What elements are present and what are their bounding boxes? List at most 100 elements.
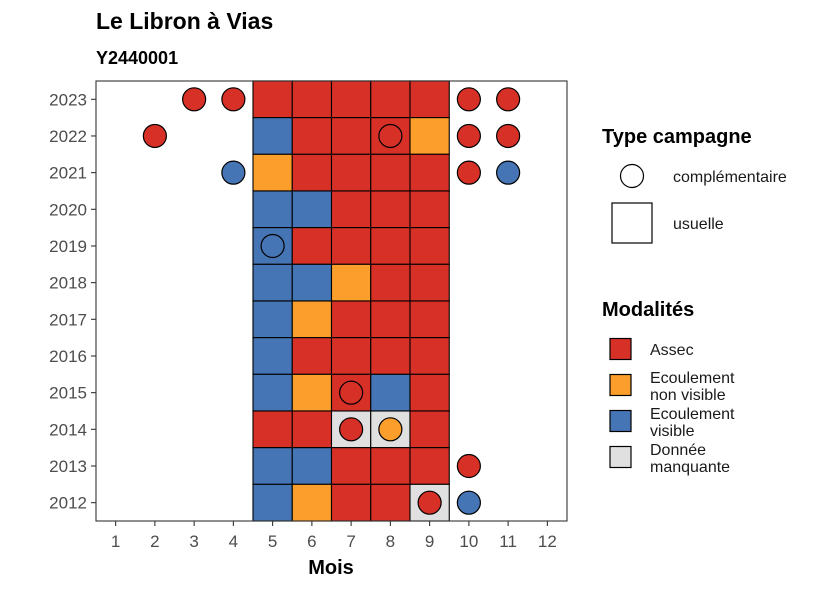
y-tick-label: 2017 [49, 310, 87, 329]
tile-2023-9 [409, 80, 450, 119]
tile-2023-8 [370, 80, 411, 119]
x-tick-label: 6 [307, 532, 316, 551]
tile-2018-7 [330, 263, 372, 302]
tile-2018-9 [409, 263, 450, 302]
point-2022-2 [142, 123, 167, 149]
y-tick-label: 2018 [49, 274, 87, 293]
legend-key-label: Ecoulement [650, 370, 735, 387]
x-axis: 1 2 3 4 5 6 7 8 9 10 11 12 [111, 521, 557, 551]
tile-2016-8 [370, 337, 411, 375]
tile-2013-5 [252, 447, 293, 485]
x-tick-label: 9 [425, 532, 434, 551]
tile-2012-8 [370, 483, 411, 522]
tile-2021-9 [409, 153, 450, 192]
y-tick-label: 2012 [49, 494, 87, 513]
tile-2013-6 [291, 447, 333, 485]
legend-key-swatch [609, 373, 632, 397]
tile-2020-7 [330, 190, 372, 229]
point-2021-10 [456, 160, 481, 185]
point-2023-10 [456, 87, 481, 112]
legend-type-campagne: Type campagne complémentaire usuelle [602, 126, 787, 244]
x-tick-label: 10 [459, 532, 478, 551]
y-tick-label: 2021 [49, 164, 87, 183]
tile-2015-8 [370, 373, 411, 412]
tile-2015-9 [409, 373, 450, 412]
tile-2019-8 [370, 227, 411, 265]
tile-2017-9 [409, 300, 450, 339]
tile-2017-5 [252, 300, 293, 339]
legend-key-swatch [609, 337, 632, 361]
tile-2022-5 [252, 117, 293, 155]
x-tick-label: 7 [346, 532, 355, 551]
tile-2020-8 [370, 190, 411, 229]
tile-2015-6 [291, 373, 333, 412]
y-tick-label: 2023 [49, 90, 87, 109]
tile-2015-5 [252, 373, 293, 412]
chart-title: Le Libron à Vias [96, 8, 273, 34]
x-tick-label: 11 [499, 532, 517, 551]
tile-2021-5 [252, 153, 293, 192]
tile-2020-5 [252, 190, 293, 229]
tile-2021-6 [291, 153, 333, 192]
tile-2017-8 [370, 300, 411, 339]
point-2021-11 [496, 160, 521, 185]
tile-2014-9 [409, 410, 450, 449]
y-tick-label: 2014 [49, 420, 87, 439]
tile-2014-6 [291, 410, 333, 449]
tile-2019-6 [291, 227, 333, 265]
tile-2017-6 [291, 300, 333, 339]
legend-square-symbol [611, 202, 653, 244]
tile-2013-8 [370, 447, 411, 485]
point-2019-5 [260, 233, 285, 259]
tile-2018-8 [370, 263, 411, 302]
tile-2014-5 [252, 410, 293, 449]
point-2014-8 [378, 417, 403, 442]
y-tick-label: 2013 [49, 457, 87, 476]
point-2014-7 [339, 417, 364, 442]
tile-2012-7 [330, 483, 372, 522]
y-tick-label: 2019 [49, 237, 87, 256]
y-axis: 2012 2013 2014 2015 2016 2017 2018 2019 2020 2021… [49, 90, 96, 513]
x-tick-label: 8 [386, 532, 395, 551]
tile-2021-8 [370, 153, 411, 192]
legend-key-label: manquante [650, 459, 730, 476]
x-tick-label: 1 [111, 532, 120, 551]
x-tick-label: 5 [268, 532, 277, 551]
tile-2018-6 [291, 263, 333, 302]
point-2015-7 [339, 380, 364, 405]
point-2013-10 [456, 453, 481, 479]
point-2023-3 [182, 87, 207, 112]
x-tick-label: 4 [229, 532, 238, 551]
tile-2023-7 [330, 80, 372, 119]
tile-2020-6 [291, 190, 333, 229]
legend-square-label: usuelle [673, 216, 724, 233]
tile-2012-6 [291, 483, 333, 522]
y-tick-label: 2020 [49, 200, 87, 219]
x-tick-label: 3 [189, 532, 198, 551]
tile-2022-6 [291, 117, 333, 155]
legend-circle-symbol [619, 163, 645, 189]
tile-2023-6 [291, 80, 333, 119]
tile-2019-9 [409, 227, 450, 265]
legend-key-swatch [609, 445, 632, 469]
x-tick-label: 12 [538, 532, 557, 551]
point-2023-11 [496, 87, 521, 112]
point-2022-8 [378, 123, 403, 149]
legend-key-label: visible [650, 423, 695, 440]
tile-2012-5 [252, 483, 293, 522]
tile-2013-7 [330, 447, 372, 485]
chart-subtitle: Y2440001 [96, 48, 178, 68]
legend-key-label: Assec [650, 342, 694, 359]
legend-type-title: Type campagne [602, 126, 752, 148]
plot-border [95, 80, 568, 522]
point-2023-4 [221, 87, 246, 112]
point-2022-11 [496, 123, 521, 149]
x-axis-title: Mois [308, 557, 354, 579]
legend-modalites-title: Modalités [602, 299, 694, 321]
y-tick-label: 2022 [49, 127, 87, 146]
tile-2022-7 [330, 117, 372, 155]
point-2012-10 [456, 490, 481, 515]
tile-2016-6 [291, 337, 333, 375]
point-2012-9 [417, 490, 442, 515]
